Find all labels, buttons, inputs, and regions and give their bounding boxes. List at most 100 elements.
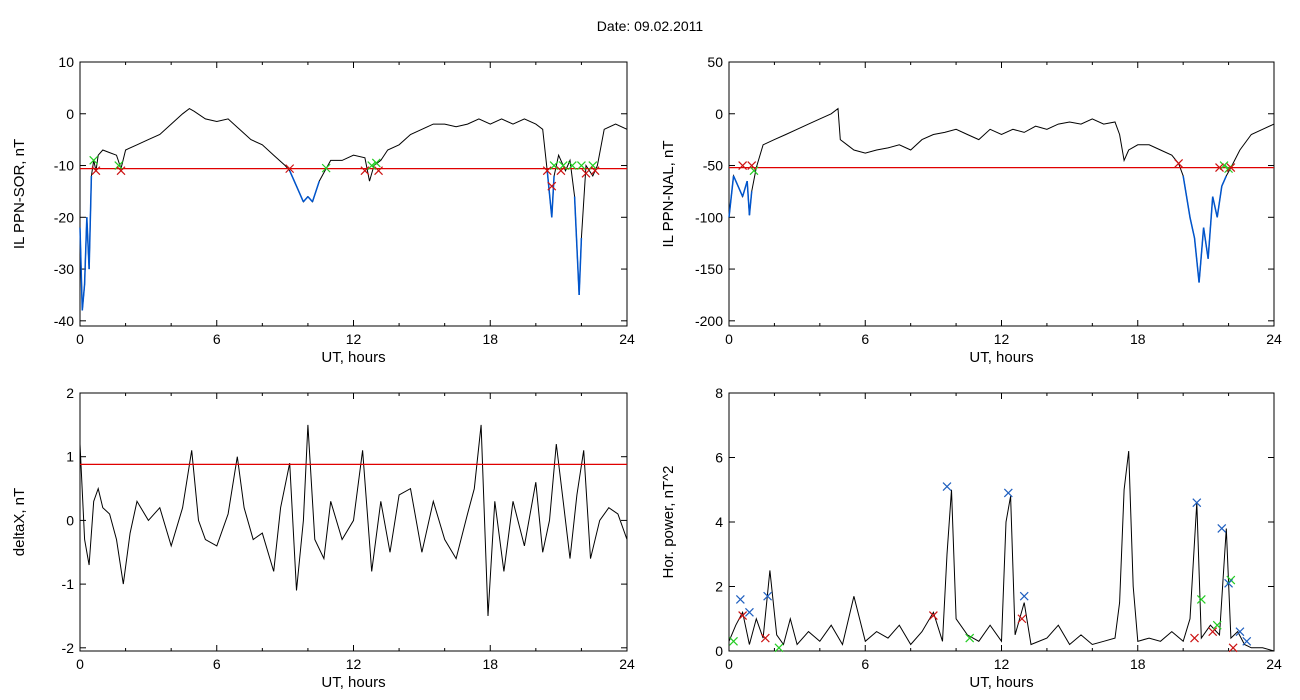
x-tick-label: 24 — [1266, 331, 1282, 347]
peak-marker — [735, 594, 745, 604]
event-start-marker — [371, 158, 381, 168]
y-tick-label: -2 — [62, 640, 75, 656]
y-tick-label: 0 — [715, 643, 723, 659]
x-tick-label: 6 — [213, 331, 221, 347]
excursion-segment — [307, 196, 314, 203]
event-end-marker — [1228, 643, 1238, 653]
event-end-marker — [760, 633, 770, 643]
y-tick-label: 1 — [66, 449, 74, 465]
peak-marker — [745, 607, 754, 617]
y-tick-label: -1 — [62, 576, 75, 592]
excursion-segment — [302, 196, 309, 203]
y-tick-label: 4 — [715, 514, 723, 530]
x-axis-label: UT, hours — [321, 674, 385, 691]
y-axis-label: IL PPN-NAL, nT — [660, 141, 677, 248]
event-start-marker — [729, 636, 738, 646]
excursion-segment — [728, 175, 735, 218]
event-end-marker — [738, 611, 748, 620]
event-end-marker — [1190, 633, 1199, 643]
x-tick-label: 18 — [482, 656, 498, 672]
y-tick-label: 8 — [715, 385, 723, 401]
y-axis-label: IL PPN-SOR, nT — [11, 139, 28, 249]
y-axis-label: deltaX, nT — [11, 488, 28, 556]
x-tick-label: 0 — [725, 656, 733, 672]
peak-marker — [1235, 627, 1245, 637]
x-tick-label: 18 — [1130, 656, 1146, 672]
x-tick-label: 0 — [76, 331, 84, 347]
excursion-segment — [88, 175, 93, 270]
peak-marker — [942, 482, 952, 491]
x-tick-label: 24 — [1266, 656, 1282, 672]
event-end-marker — [581, 168, 591, 178]
excursion-segment — [1221, 175, 1227, 187]
excursion-segment — [1202, 227, 1209, 259]
event-end-marker — [1017, 614, 1027, 624]
excursion-segment — [748, 191, 753, 216]
y-tick-label: -50 — [703, 158, 723, 174]
y-tick-label: -150 — [695, 261, 723, 277]
excursion-segment — [1216, 186, 1223, 218]
event-start-marker — [774, 643, 784, 653]
x-tick-label: 0 — [725, 331, 733, 347]
peak-marker — [1242, 636, 1252, 646]
excursion-segment — [83, 217, 88, 285]
excursion-segment — [288, 170, 298, 187]
event-start-marker — [558, 161, 568, 170]
x-tick-label: 0 — [76, 656, 84, 672]
peak-marker — [1217, 524, 1227, 533]
event-start-marker — [567, 161, 577, 170]
event-end-marker — [547, 181, 557, 191]
event-start-marker — [549, 161, 559, 170]
x-axis-label: UT, hours — [321, 349, 385, 366]
event-start-marker — [1224, 164, 1234, 174]
peak-marker — [763, 591, 773, 601]
excursion-segment — [1182, 175, 1191, 218]
panel-il-ppn-nal: 0 6 12 18 24 -200 -150 -100 -50 0 50 UT, hours IL PP… — [660, 54, 1282, 366]
event-end-marker — [116, 166, 126, 176]
y-tick-label: -10 — [54, 158, 74, 174]
y-tick-label: 2 — [66, 385, 74, 401]
event-end-marker — [1174, 159, 1184, 168]
excursion-segment — [79, 227, 84, 311]
excursion-segment — [573, 196, 580, 295]
x-tick-label: 6 — [861, 331, 869, 347]
event-end-marker — [1208, 627, 1218, 637]
x-tick-label: 12 — [346, 331, 362, 347]
event-end-marker — [91, 166, 101, 176]
y-tick-label: -100 — [695, 209, 723, 225]
excursion-segment — [81, 284, 86, 311]
peak-marker — [1003, 488, 1013, 498]
excursion-segment — [1193, 237, 1200, 283]
event-end-marker — [542, 166, 552, 176]
x-axis-label: UT, hours — [969, 349, 1033, 366]
y-tick-label: -20 — [54, 209, 74, 225]
y-axis-label: Hor. power, nT^2 — [660, 466, 677, 579]
excursion-segment — [578, 237, 583, 295]
x-tick-label: 12 — [346, 656, 362, 672]
y-tick-label: -200 — [695, 313, 723, 329]
x-tick-label: 18 — [1130, 331, 1146, 347]
panel-il-ppn-sor: 0 6 12 18 24 -40 -30 -20 -10 0 10 UT, hours IL PPN-S… — [11, 54, 635, 366]
event-start-marker — [321, 163, 331, 173]
event-start-marker — [965, 633, 975, 643]
y-tick-label: 2 — [715, 579, 723, 595]
x-tick-label: 18 — [482, 331, 498, 347]
event-end-marker — [590, 166, 600, 176]
excursion-segment — [741, 180, 748, 197]
event-end-marker — [738, 161, 748, 170]
excursion-segment — [551, 175, 555, 218]
peak-marker — [1224, 578, 1234, 588]
plot-frame — [79, 392, 628, 652]
series-line — [728, 450, 1275, 652]
event-start-marker — [367, 161, 377, 170]
event-end-marker — [556, 166, 566, 176]
y-tick-label: 0 — [66, 512, 74, 528]
event-start-marker — [1219, 161, 1229, 170]
event-end-marker — [360, 166, 370, 176]
y-tick-label: 0 — [66, 106, 74, 122]
plot-frame — [79, 61, 628, 327]
excursion-segment — [1189, 217, 1196, 239]
